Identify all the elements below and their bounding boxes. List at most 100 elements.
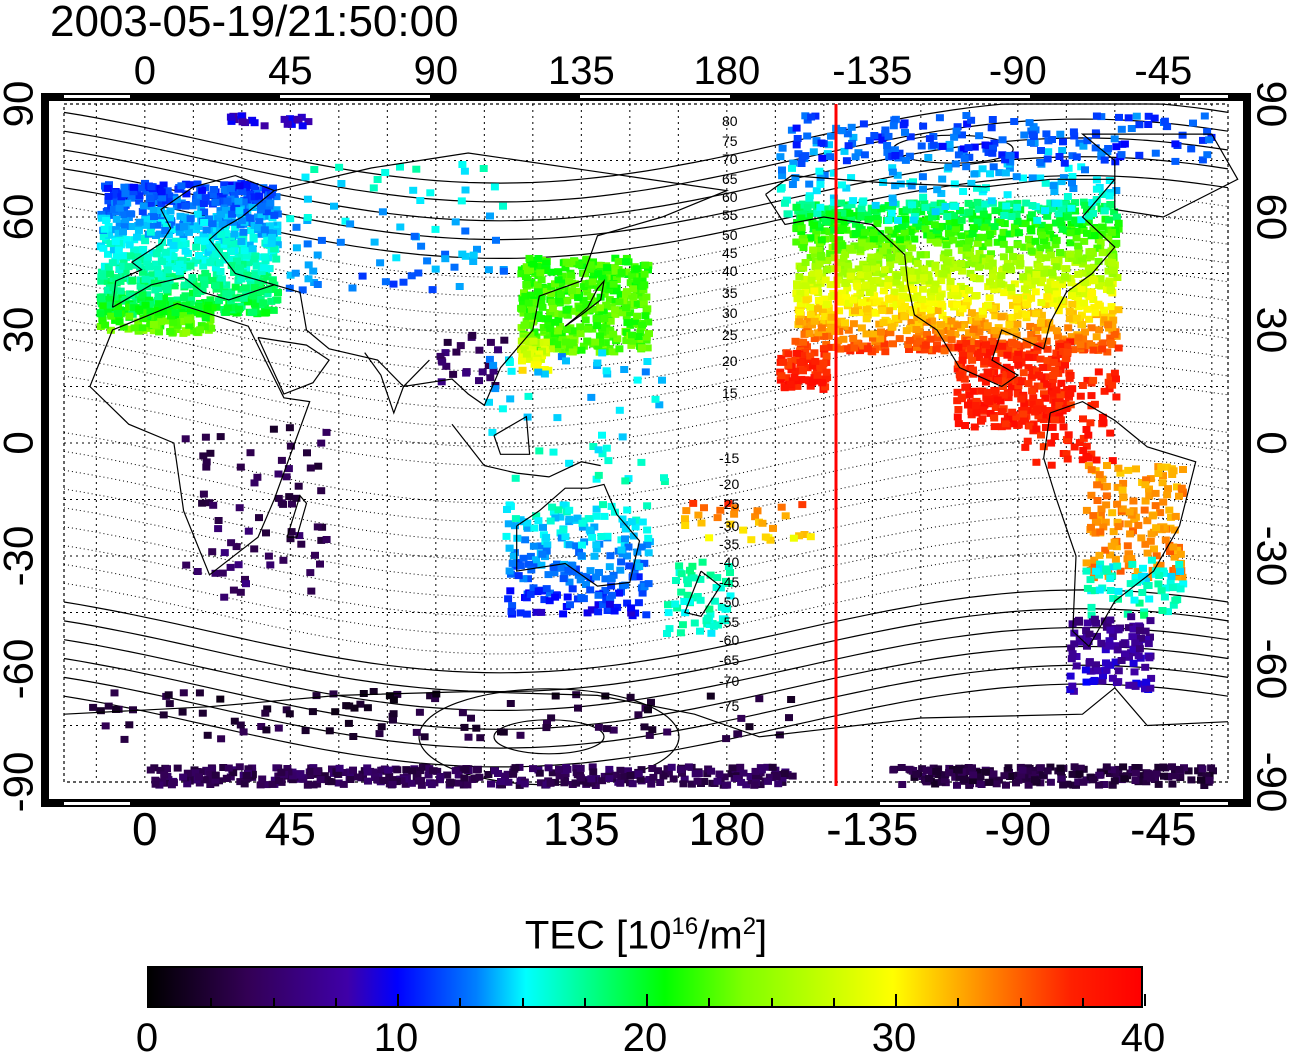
tec-sample	[480, 165, 488, 172]
tec-sample	[942, 241, 950, 248]
tec-sample	[940, 271, 948, 278]
tec-sample	[1056, 249, 1064, 256]
tec-sample	[158, 258, 166, 265]
tec-sample	[1029, 174, 1037, 181]
tec-sample	[623, 507, 631, 514]
tec-sample	[133, 234, 141, 241]
tec-sample	[576, 323, 584, 330]
tec-sample	[408, 767, 416, 774]
tec-sample	[174, 765, 182, 772]
tec-sample	[805, 181, 813, 188]
tec-sample	[506, 545, 514, 552]
tec-sample	[601, 513, 609, 520]
tec-sample	[222, 290, 230, 297]
tec-sample	[147, 183, 155, 190]
tec-sample	[432, 226, 440, 233]
tec-sample	[232, 284, 240, 291]
tec-sample	[1056, 131, 1064, 138]
tec-sample	[1090, 277, 1098, 284]
tec-sample	[1040, 443, 1048, 450]
tec-sample	[1073, 662, 1081, 669]
tec-sample	[1138, 589, 1146, 596]
tec-sample	[847, 273, 855, 280]
tec-sample	[354, 774, 362, 781]
tec-sample	[560, 779, 568, 786]
tec-sample	[881, 266, 889, 273]
tec-sample	[150, 321, 158, 328]
tec-sample	[781, 200, 789, 207]
tec-sample	[125, 313, 133, 320]
tec-sample	[1131, 668, 1139, 675]
tec-sample	[574, 294, 582, 301]
tec-sample	[1124, 520, 1132, 527]
tec-sample	[113, 216, 121, 223]
tec-sample	[690, 574, 698, 581]
tec-sample	[870, 235, 878, 242]
tec-sample	[799, 339, 807, 346]
tec-sample	[411, 233, 419, 240]
tec-sample	[217, 211, 225, 218]
tec-sample	[564, 594, 572, 601]
tec-sample	[1004, 191, 1012, 198]
tec-sample	[204, 732, 212, 739]
tec-sample	[747, 536, 755, 543]
tec-sample	[467, 715, 475, 722]
tec-sample	[316, 561, 324, 568]
tec-sample	[1111, 135, 1119, 142]
tec-sample	[621, 535, 629, 542]
tec-sample	[1032, 426, 1040, 433]
tec-sample	[787, 696, 795, 703]
tec-sample	[589, 768, 597, 775]
tec-sample	[323, 536, 331, 543]
tec-sample	[527, 591, 535, 598]
tec-sample	[1154, 470, 1162, 477]
tec-sample	[463, 781, 471, 788]
tec-sample	[598, 432, 606, 439]
tec-sample	[523, 611, 531, 618]
tec-sample	[948, 336, 956, 343]
tec-sample	[1103, 483, 1111, 490]
tec-sample	[559, 526, 567, 533]
tec-sample	[868, 259, 876, 266]
tec-sample	[180, 294, 188, 301]
tec-sample	[182, 435, 190, 442]
tec-sample	[237, 464, 245, 471]
tec-sample	[101, 226, 109, 233]
tec-sample	[314, 281, 322, 288]
tec-sample	[202, 434, 210, 441]
tec-sample	[270, 426, 278, 433]
tec-sample	[408, 780, 416, 787]
tec-sample	[616, 407, 624, 414]
tec-sample	[500, 268, 508, 275]
tec-sample	[1038, 232, 1046, 239]
tec-sample	[487, 339, 495, 346]
tec-sample	[789, 773, 797, 780]
tec-sample	[461, 228, 469, 235]
tec-sample	[277, 769, 285, 776]
tec-sample	[200, 491, 208, 498]
tec-sample	[1002, 169, 1010, 176]
tec-sample	[236, 182, 244, 189]
tec-sample	[838, 242, 846, 249]
tec-sample	[192, 199, 200, 206]
tec-sample	[947, 330, 955, 337]
tec-sample	[595, 592, 603, 599]
tec-sample	[1083, 679, 1091, 686]
tec-sample	[575, 261, 583, 268]
tec-sample	[1035, 251, 1043, 258]
tec-sample	[998, 313, 1006, 320]
tec-sample	[1093, 481, 1101, 488]
tec-sample	[458, 197, 466, 204]
tec-sample	[754, 507, 762, 514]
tec-sample	[172, 309, 180, 316]
tec-sample	[106, 271, 114, 278]
tec-sample	[462, 187, 470, 194]
tec-sample	[606, 601, 614, 608]
tec-sample	[699, 559, 707, 566]
tec-sample	[605, 775, 613, 782]
tec-sample	[522, 281, 530, 288]
tec-sample	[237, 589, 245, 596]
tec-sample	[595, 472, 603, 479]
tec-sample	[389, 717, 397, 724]
tec-sample	[259, 299, 267, 306]
